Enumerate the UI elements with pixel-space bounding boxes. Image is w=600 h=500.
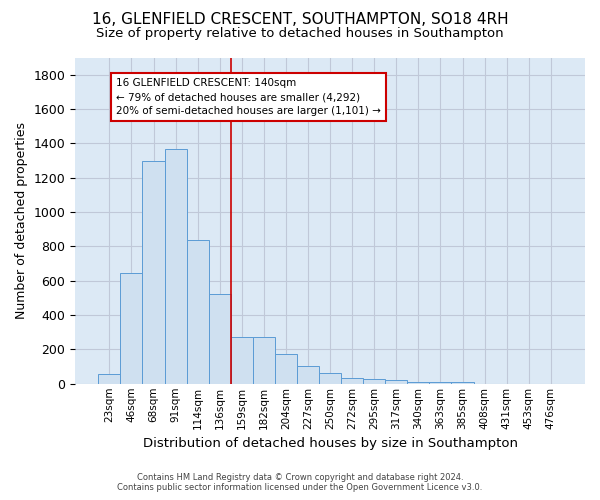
Bar (319, 374, 341, 384)
Bar (231, 336, 253, 384)
Text: Contains HM Land Registry data © Crown copyright and database right 2024.
Contai: Contains HM Land Registry data © Crown c… (118, 473, 482, 492)
Text: Size of property relative to detached houses in Southampton: Size of property relative to detached ho… (96, 28, 504, 40)
Bar (98, 374, 121, 384)
Bar (407, 382, 430, 384)
Bar (142, 160, 164, 384)
Bar (187, 240, 209, 384)
Bar (209, 294, 231, 384)
Y-axis label: Number of detached properties: Number of detached properties (15, 122, 28, 319)
Bar (363, 378, 385, 384)
Bar (275, 354, 297, 384)
X-axis label: Distribution of detached houses by size in Southampton: Distribution of detached houses by size … (143, 437, 518, 450)
Bar (164, 148, 187, 384)
Bar (297, 366, 319, 384)
Text: 16 GLENFIELD CRESCENT: 140sqm
← 79% of detached houses are smaller (4,292)
20% o: 16 GLENFIELD CRESCENT: 140sqm ← 79% of d… (116, 78, 381, 116)
Text: 16, GLENFIELD CRESCENT, SOUTHAMPTON, SO18 4RH: 16, GLENFIELD CRESCENT, SOUTHAMPTON, SO1… (92, 12, 508, 28)
Bar (430, 382, 451, 384)
Bar (253, 336, 275, 384)
Bar (451, 382, 473, 384)
Bar (385, 380, 407, 384)
Bar (341, 378, 363, 384)
Bar (121, 273, 142, 384)
